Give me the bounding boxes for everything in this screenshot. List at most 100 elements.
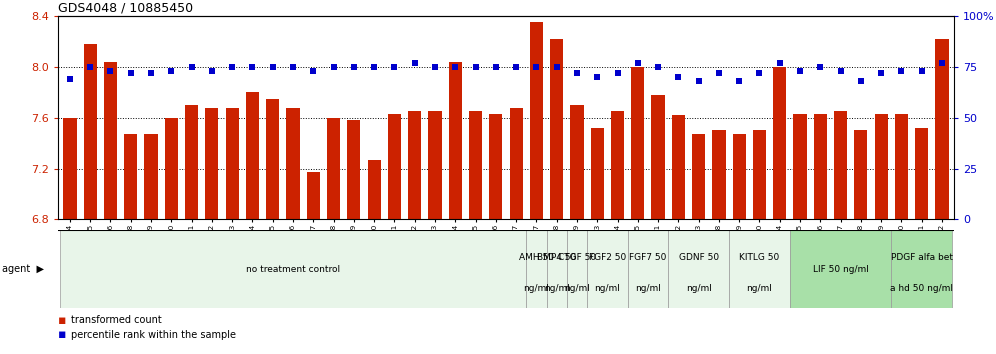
Point [873,70,889,76]
Bar [327,118,341,219]
Bar [266,99,279,219]
Text: KITLG 50: KITLG 50 [739,253,780,262]
Bar [891,230,952,308]
Bar [547,230,567,308]
Text: ng/ml: ng/ml [747,284,773,293]
Bar [668,230,729,308]
Point [224,64,240,70]
Bar [587,230,627,308]
Bar [526,230,547,308]
Point [731,78,747,84]
Point [306,68,322,74]
Point [913,68,929,74]
Bar [246,92,259,219]
Text: ng/ml: ng/ml [635,284,661,293]
Bar [448,62,462,219]
Point [386,64,402,70]
Bar [64,118,77,219]
Bar [164,118,178,219]
Bar [185,105,198,219]
Point [792,68,808,74]
Text: percentile rank within the sample: percentile rank within the sample [71,330,236,339]
Text: ▪: ▪ [58,328,67,341]
Point [204,68,220,74]
Point [752,70,768,76]
Bar [627,230,668,308]
Text: transformed count: transformed count [71,315,161,325]
Text: FGF7 50: FGF7 50 [629,253,666,262]
Point [690,78,706,84]
Point [103,68,119,74]
Bar [510,108,523,219]
Point [62,76,78,82]
Bar [571,105,584,219]
Bar [287,108,300,219]
Bar [915,128,928,219]
Text: a hd 50 ng/ml: a hd 50 ng/ml [890,284,953,293]
Text: FGF2 50: FGF2 50 [589,253,626,262]
Text: ng/ml: ng/ml [685,284,711,293]
Bar [733,134,746,219]
Point [346,64,362,70]
Bar [567,230,587,308]
Bar [935,39,948,219]
Bar [348,120,361,219]
Point [285,64,301,70]
Bar [124,134,137,219]
Bar [530,22,543,219]
Bar [773,67,787,219]
Bar [753,130,766,219]
Bar [489,114,502,219]
Text: PDGF alfa bet: PDGF alfa bet [890,253,953,262]
Point [427,64,443,70]
Point [123,70,138,76]
Text: ng/ml: ng/ml [544,284,570,293]
Bar [790,230,891,308]
Bar [84,44,97,219]
Bar [428,112,441,219]
Bar [387,114,401,219]
Text: CTGF 50: CTGF 50 [558,253,596,262]
Text: ng/ml: ng/ml [595,284,621,293]
Text: GDNF 50: GDNF 50 [678,253,719,262]
Bar [611,112,624,219]
Point [711,70,727,76]
Point [853,78,869,84]
Point [508,64,524,70]
Bar [591,128,604,219]
Point [367,64,382,70]
Bar [651,95,664,219]
Point [529,64,545,70]
Bar [894,114,908,219]
Point [610,70,625,76]
Bar [469,112,482,219]
Text: agent  ▶: agent ▶ [2,264,44,274]
Bar [631,67,644,219]
Bar [874,114,887,219]
Point [893,68,909,74]
Point [488,64,504,70]
Bar [408,112,421,219]
Bar [104,62,118,219]
Bar [834,112,848,219]
Point [813,64,829,70]
Point [447,64,463,70]
Bar [144,134,157,219]
Point [549,64,565,70]
Text: no treatment control: no treatment control [246,264,340,274]
Bar [814,114,827,219]
Point [772,60,788,65]
Bar [794,114,807,219]
Point [934,60,950,65]
Point [326,64,342,70]
Point [183,64,199,70]
Text: ng/ml: ng/ml [564,284,590,293]
Point [569,70,585,76]
Bar [712,130,725,219]
Text: ▪: ▪ [58,314,67,327]
Point [406,60,422,65]
Bar [225,108,239,219]
Bar [368,160,380,219]
Point [163,68,179,74]
Bar [855,130,868,219]
